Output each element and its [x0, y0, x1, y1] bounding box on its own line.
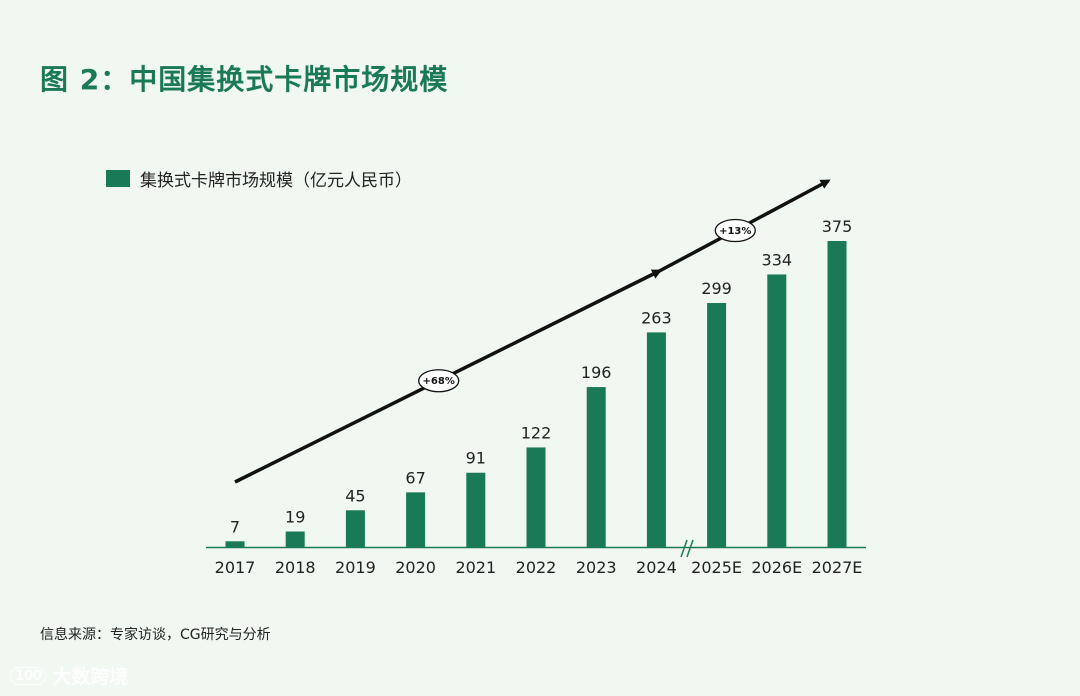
- bar-value-label: 263: [641, 308, 672, 327]
- bar-value-label: 196: [581, 363, 612, 382]
- bar-2022: [526, 447, 546, 547]
- bar-value-label: 122: [521, 423, 552, 442]
- bar-2021: [466, 472, 486, 547]
- x-tick-label: 2023: [576, 558, 617, 577]
- bar-2018: [285, 531, 305, 547]
- bar-2027E: [827, 241, 847, 547]
- x-tick-label: 2020: [395, 558, 436, 577]
- cagr-label: +13%: [719, 226, 751, 237]
- x-tick-label: 2022: [516, 558, 557, 577]
- source-note: 信息来源：专家访谈，CG研究与分析: [40, 627, 271, 643]
- cagr-bubble: [418, 369, 460, 393]
- bar-2026E: [767, 274, 787, 547]
- x-tick-label: 2018: [275, 558, 316, 577]
- bar-value-label: 375: [822, 217, 853, 236]
- bar-2019: [345, 510, 365, 547]
- bar-2023: [586, 387, 606, 547]
- x-tick-label: 2026E: [751, 558, 802, 577]
- legend-swatch: [106, 170, 130, 187]
- axis-break-mark: [680, 539, 694, 558]
- x-tick-label: 2019: [335, 558, 376, 577]
- bar-value-label: 19: [285, 507, 305, 526]
- bar-value-label: 45: [345, 486, 365, 505]
- bar-2017: [225, 541, 245, 547]
- watermark-logo: 100: [10, 666, 47, 685]
- bar-value-label: 67: [405, 468, 425, 487]
- x-tick-label: 2025E: [691, 558, 742, 577]
- legend-label: 集换式卡牌市场规模（亿元人民币）: [140, 171, 412, 191]
- cagr-bubble: [714, 218, 756, 243]
- page-title: 图 2：中国集换式卡牌市场规模: [40, 63, 449, 96]
- bar-2024: [646, 332, 666, 547]
- watermark: 100 大数跨境: [10, 662, 128, 689]
- bar-value-label: 7: [230, 517, 240, 536]
- x-tick-label: 2017: [215, 558, 256, 577]
- bar-2020: [406, 492, 426, 547]
- watermark-text: 大数跨境: [52, 666, 129, 688]
- bar-value-label: 334: [762, 250, 793, 269]
- cagr-label: +68%: [423, 376, 455, 387]
- chart-legend: 集换式卡牌市场规模（亿元人民币）: [106, 166, 412, 191]
- bar-2025E: [707, 303, 727, 547]
- bar-value-label: 91: [466, 449, 486, 468]
- x-tick-label: 2024: [636, 558, 677, 577]
- x-tick-label: 2027E: [812, 558, 863, 577]
- x-tick-label: 2021: [455, 558, 496, 577]
- bar-value-label: 299: [701, 279, 732, 298]
